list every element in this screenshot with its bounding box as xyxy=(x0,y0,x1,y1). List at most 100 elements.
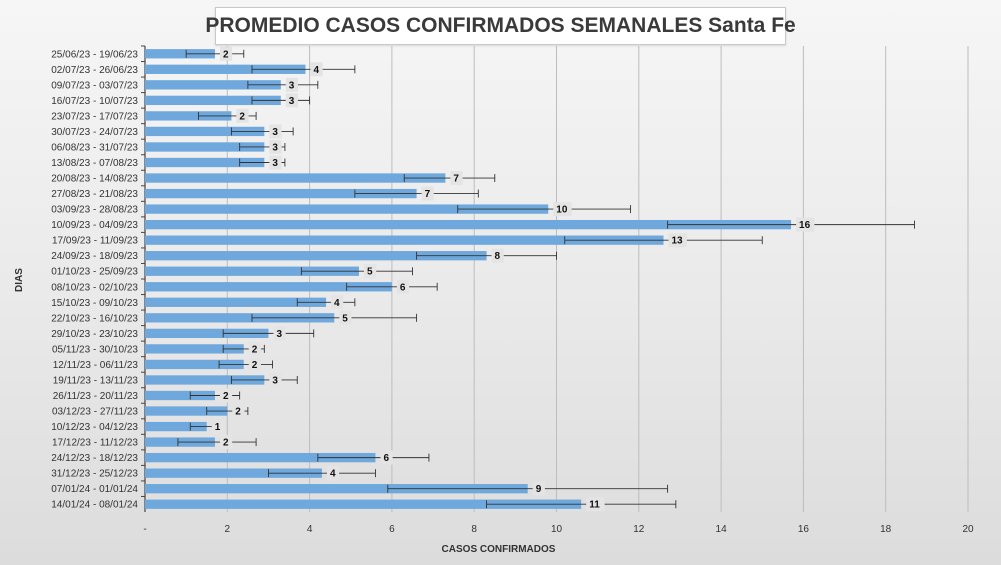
bar xyxy=(145,375,265,385)
bar xyxy=(145,484,528,494)
x-axis-title: CASOS CONFIRMADOS xyxy=(442,544,556,555)
data-label: 6 xyxy=(400,282,406,293)
category-label: 19/11/23 - 13/11/23 xyxy=(53,375,139,386)
data-label-background xyxy=(269,155,282,170)
data-label: 2 xyxy=(223,391,229,402)
data-label-background xyxy=(219,46,233,61)
bar xyxy=(145,157,265,168)
data-label: 2 xyxy=(223,438,229,449)
bar xyxy=(145,313,335,323)
data-label-background xyxy=(285,93,298,108)
category-label: 03/12/23 - 27/11/23 xyxy=(52,407,138,418)
data-label: 3 xyxy=(289,80,295,91)
x-tick-label: 12 xyxy=(633,524,645,535)
data-label: 2 xyxy=(235,407,241,418)
category-label: 17/09/23 - 11/09/23 xyxy=(52,236,138,247)
bar xyxy=(145,173,446,183)
category-label: 23/07/23 - 17/07/23 xyxy=(51,111,138,122)
data-label-background xyxy=(796,217,815,232)
category-label: 08/10/23 - 02/10/23 xyxy=(51,282,138,293)
category-label: 14/01/24 - 08/01/24 xyxy=(51,500,138,511)
data-label: 4 xyxy=(334,298,340,309)
data-label-background xyxy=(450,171,463,186)
data-label-background xyxy=(326,466,340,481)
bar xyxy=(145,251,487,261)
category-label: 12/11/23 - 06/11/23 xyxy=(53,360,139,371)
category-label: 15/10/23 - 09/10/23 xyxy=(51,298,138,309)
chart-title: PROMEDIO CASOS CONFIRMADOS SEMANALES San… xyxy=(205,14,796,37)
data-label-background xyxy=(491,248,504,263)
data-label-background xyxy=(269,139,282,154)
data-label: 3 xyxy=(272,375,278,386)
bar xyxy=(145,406,228,416)
category-label: 06/08/23 - 31/07/23 xyxy=(51,142,138,153)
data-label: 2 xyxy=(252,360,258,371)
bar xyxy=(145,111,232,121)
data-label: 3 xyxy=(276,329,282,340)
x-tick-label: 8 xyxy=(471,524,477,535)
data-label: 3 xyxy=(272,127,278,138)
data-label-background xyxy=(586,497,605,512)
data-label: 3 xyxy=(289,96,295,107)
bar xyxy=(145,390,215,401)
bar xyxy=(145,126,265,137)
category-label: 02/07/23 - 26/06/23 xyxy=(51,65,138,76)
bar xyxy=(145,468,322,478)
bar xyxy=(145,142,265,152)
bar xyxy=(145,499,582,509)
data-label-background xyxy=(421,186,434,201)
bar xyxy=(145,282,392,292)
category-label: 01/10/23 - 25/09/23 xyxy=(51,267,138,278)
category-label: 20/08/23 - 14/08/23 xyxy=(51,174,138,185)
bar xyxy=(145,49,215,59)
bar xyxy=(145,359,244,370)
data-label: 4 xyxy=(313,65,319,76)
data-label-background xyxy=(248,357,261,372)
data-label: 13 xyxy=(671,236,683,247)
bar xyxy=(145,452,376,463)
data-label-background xyxy=(668,233,687,248)
category-label: 16/07/23 - 10/07/23 xyxy=(51,96,138,107)
data-label-background xyxy=(396,279,410,294)
bar xyxy=(145,297,327,307)
bar xyxy=(145,235,664,245)
x-tick-label: 2 xyxy=(225,524,231,535)
category-label: 30/07/23 - 24/07/23 xyxy=(51,127,138,138)
category-label: 22/10/23 - 16/10/23 xyxy=(51,313,138,324)
data-label-background xyxy=(363,264,377,279)
x-tick-label: 10 xyxy=(551,524,563,535)
data-label-background xyxy=(273,326,286,341)
bar xyxy=(145,344,244,354)
data-label-background xyxy=(380,450,393,465)
y-axis-title: DIAS xyxy=(14,268,25,292)
data-label: 4 xyxy=(330,469,336,480)
data-label-background xyxy=(553,202,572,217)
data-label: 7 xyxy=(453,174,459,185)
data-label-background xyxy=(269,124,282,139)
category-label: 24/09/23 - 18/09/23 xyxy=(51,251,138,262)
data-label: 7 xyxy=(425,189,431,200)
data-label-background xyxy=(236,108,249,123)
bar xyxy=(145,80,281,90)
x-tick-label: 20 xyxy=(962,524,974,535)
category-label: 10/09/23 - 04/09/23 xyxy=(51,220,138,231)
data-label-background xyxy=(219,388,233,403)
x-tick-label: 16 xyxy=(798,524,810,535)
data-label-background xyxy=(310,62,323,77)
data-label: 3 xyxy=(272,158,278,169)
data-label-background xyxy=(219,435,233,450)
data-label: 10 xyxy=(556,205,568,216)
data-label: 5 xyxy=(367,267,373,278)
bar xyxy=(145,204,549,214)
category-label: 09/07/23 - 03/07/23 xyxy=(51,80,138,91)
category-label: 24/12/23 - 18/12/23 xyxy=(51,453,138,464)
data-label-background xyxy=(248,341,261,356)
x-tick-label: - xyxy=(143,524,146,535)
data-label: 9 xyxy=(536,484,542,495)
x-tick-label: 4 xyxy=(307,524,313,535)
data-label: 3 xyxy=(272,142,278,153)
data-label: 11 xyxy=(589,500,600,511)
data-label: 1 xyxy=(215,422,221,433)
